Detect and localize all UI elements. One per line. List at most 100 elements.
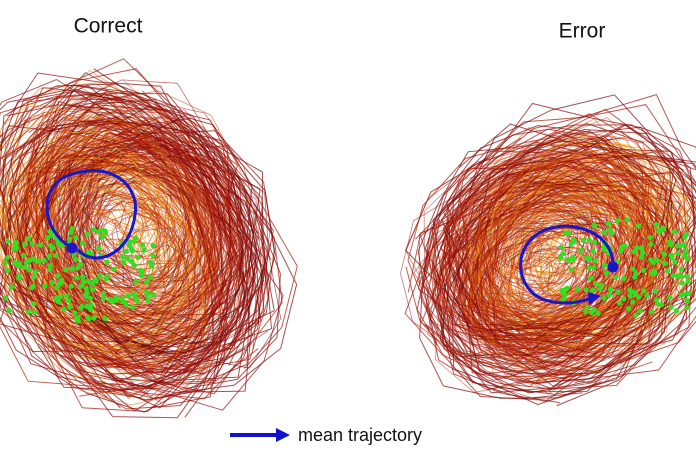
data-point bbox=[79, 240, 86, 246]
data-point bbox=[561, 289, 567, 295]
data-point bbox=[684, 298, 690, 304]
data-point bbox=[648, 309, 655, 315]
trajectory bbox=[1, 87, 241, 340]
data-point bbox=[84, 231, 90, 237]
data-point bbox=[597, 286, 603, 292]
mean-arrowhead bbox=[588, 292, 601, 305]
data-point bbox=[83, 285, 89, 292]
data-point bbox=[634, 245, 640, 251]
data-point bbox=[684, 273, 690, 279]
data-point bbox=[644, 293, 650, 299]
data-point bbox=[654, 257, 660, 264]
data-point bbox=[150, 292, 156, 298]
data-point bbox=[606, 292, 612, 299]
data-point bbox=[614, 218, 620, 224]
data-point bbox=[131, 238, 137, 244]
data-point bbox=[630, 266, 636, 272]
trajectory bbox=[0, 120, 215, 384]
data-point bbox=[77, 261, 84, 267]
trajectory bbox=[443, 126, 675, 327]
data-point bbox=[62, 267, 68, 273]
data-point bbox=[3, 295, 9, 301]
data-point bbox=[55, 273, 61, 279]
trajectory bbox=[479, 178, 691, 368]
panel-title: Error bbox=[559, 20, 606, 43]
legend-arrowhead bbox=[276, 428, 290, 442]
data-point bbox=[641, 267, 647, 273]
data-point bbox=[560, 251, 566, 257]
trajectory bbox=[547, 250, 600, 299]
data-point bbox=[49, 279, 55, 286]
data-point bbox=[131, 291, 137, 297]
trajectory bbox=[4, 171, 206, 400]
trajectory bbox=[432, 128, 677, 338]
data-point bbox=[47, 243, 54, 249]
data-point bbox=[46, 267, 53, 273]
data-point bbox=[684, 256, 690, 262]
data-point bbox=[592, 239, 598, 245]
trajectory bbox=[4, 116, 255, 387]
data-point bbox=[578, 247, 584, 253]
mean-trajectory bbox=[519, 224, 615, 305]
data-point bbox=[568, 267, 574, 273]
data-point bbox=[144, 292, 151, 298]
data-point bbox=[591, 265, 597, 271]
trajectory bbox=[85, 196, 170, 293]
data-point bbox=[22, 264, 28, 270]
data-point bbox=[30, 283, 36, 289]
data-point bbox=[12, 259, 18, 266]
data-point bbox=[21, 241, 28, 247]
data-point bbox=[75, 318, 81, 324]
data-point bbox=[25, 235, 32, 242]
data-point bbox=[569, 254, 575, 261]
data-point bbox=[640, 250, 646, 256]
trajectory bbox=[0, 133, 197, 357]
mean-trajectory bbox=[45, 169, 138, 260]
trajectory bbox=[538, 209, 640, 296]
data-point bbox=[102, 316, 108, 322]
data-point bbox=[665, 267, 671, 274]
data-point bbox=[66, 236, 73, 242]
data-point bbox=[89, 286, 96, 293]
trajectory bbox=[94, 190, 150, 253]
data-point bbox=[6, 307, 12, 313]
data-point bbox=[685, 290, 692, 297]
trajectory bbox=[54, 130, 241, 345]
data-point bbox=[683, 232, 689, 238]
data-point bbox=[59, 243, 65, 249]
data-point bbox=[558, 244, 564, 251]
data-point bbox=[587, 255, 593, 262]
data-point bbox=[47, 263, 53, 269]
data-point bbox=[55, 240, 61, 246]
trajectory bbox=[0, 156, 228, 410]
data-point bbox=[111, 297, 118, 304]
trajectory bbox=[0, 90, 210, 355]
trajectory bbox=[0, 104, 195, 349]
data-point bbox=[78, 305, 84, 311]
data-point bbox=[4, 268, 11, 274]
trajectory bbox=[561, 208, 613, 256]
data-point bbox=[84, 314, 91, 320]
data-point bbox=[592, 280, 599, 287]
data-point bbox=[75, 265, 81, 271]
trajectory bbox=[5, 116, 202, 308]
data-point bbox=[590, 248, 596, 254]
trajectory bbox=[495, 208, 579, 285]
data-point bbox=[661, 251, 667, 257]
data-point bbox=[150, 253, 156, 259]
data-point bbox=[668, 304, 674, 311]
trajectory bbox=[438, 151, 664, 324]
data-point bbox=[31, 301, 37, 307]
data-point bbox=[84, 304, 90, 310]
data-point bbox=[101, 290, 107, 296]
trajectory bbox=[94, 167, 251, 354]
data-point bbox=[592, 258, 598, 264]
data-point bbox=[65, 297, 72, 304]
data-point bbox=[14, 245, 20, 251]
data-point bbox=[678, 292, 684, 298]
trajectory bbox=[87, 156, 200, 281]
data-point bbox=[638, 245, 645, 251]
data-point bbox=[138, 272, 144, 279]
trajectory bbox=[16, 89, 253, 376]
data-point bbox=[86, 278, 92, 284]
